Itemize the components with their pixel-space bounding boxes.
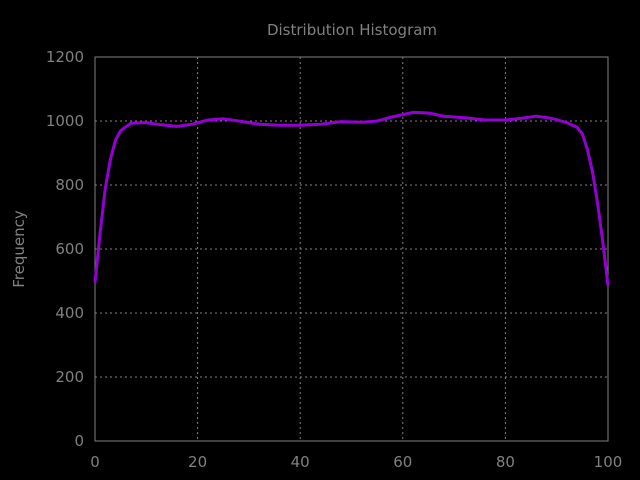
grid-lines bbox=[95, 57, 608, 441]
y-axis-ticks: 0 200 400 600 800 1000 1200 bbox=[46, 48, 84, 450]
x-tick-label: 60 bbox=[393, 453, 412, 471]
x-tick-label: 80 bbox=[496, 453, 515, 471]
chart-title: Distribution Histogram bbox=[267, 21, 437, 39]
frequency-line bbox=[93, 110, 610, 286]
x-axis-ticks: 0 20 40 60 80 100 bbox=[90, 453, 622, 471]
y-tick-label: 600 bbox=[55, 240, 84, 258]
y-tick-label: 0 bbox=[74, 432, 84, 450]
x-tick-label: 40 bbox=[291, 453, 310, 471]
x-tick-label: 20 bbox=[188, 453, 207, 471]
y-tick-label: 1000 bbox=[46, 112, 84, 130]
y-tick-label: 400 bbox=[55, 304, 84, 322]
x-tick-label: 100 bbox=[594, 453, 623, 471]
plot-frame bbox=[94, 56, 609, 442]
y-tick-label: 800 bbox=[55, 176, 84, 194]
y-axis-label: Frequency bbox=[10, 210, 28, 288]
y-tick-label: 200 bbox=[55, 368, 84, 386]
y-tick-label: 1200 bbox=[46, 48, 84, 66]
x-tick-label: 0 bbox=[90, 453, 100, 471]
